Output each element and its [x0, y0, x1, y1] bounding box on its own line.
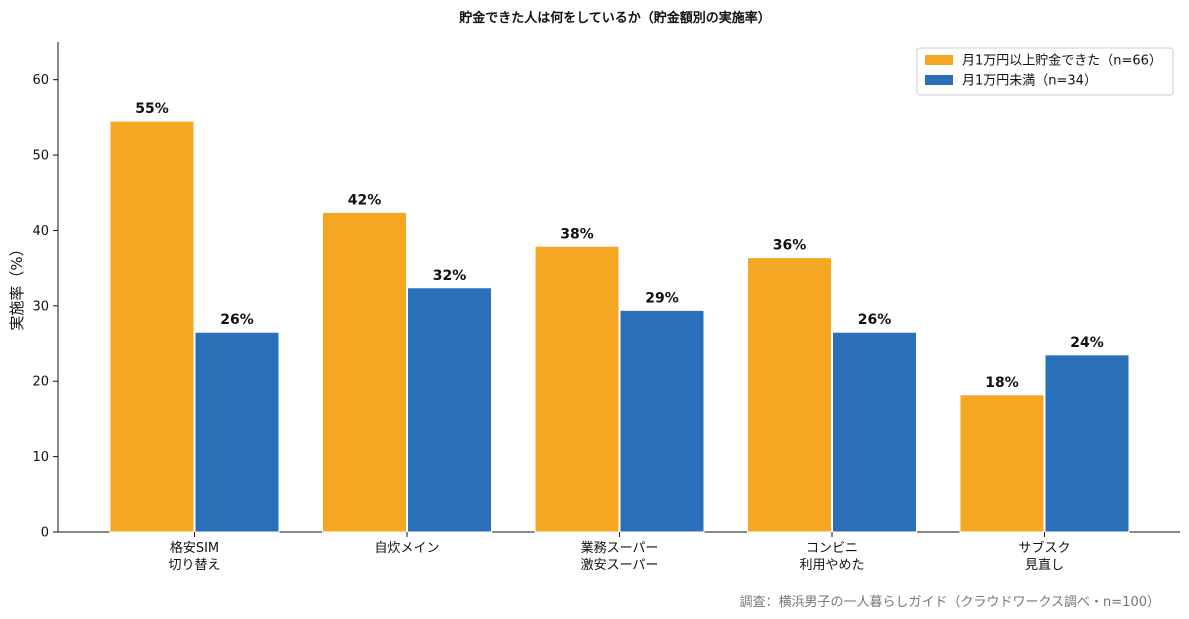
y-tick-label: 0	[41, 526, 49, 541]
legend: 月1万円以上貯金できた（n=66） 月1万円未満（n=34）	[916, 47, 1174, 96]
data-label: 42%	[348, 192, 382, 208]
y-axis-label: 実施率（%）	[8, 241, 26, 330]
bar-series2	[619, 309, 705, 533]
bar-series2	[407, 287, 492, 533]
y-tick-label: 10	[32, 450, 49, 465]
data-label: 24%	[1070, 335, 1104, 351]
x-tick-label: 利用やめた	[799, 558, 864, 573]
data-label: 55%	[135, 101, 169, 117]
data-label: 26%	[858, 312, 892, 328]
data-label: 29%	[645, 290, 679, 306]
legend-label: 月1万円未満（n=34）	[962, 74, 1097, 89]
x-tick-label: 自炊メイン	[374, 541, 439, 556]
bar-series1	[322, 211, 407, 533]
legend-swatch	[925, 55, 953, 65]
source-note: 調査：横浜男子の一人暮らしガイド（クラウドワークス調べ・n=100）	[739, 595, 1160, 610]
bar-series1	[109, 120, 195, 533]
legend-label: 月1万円以上貯金できた（n=66）	[962, 53, 1162, 69]
y-tick-label: 50	[32, 149, 49, 164]
x-tick-label: 業務スーパー	[581, 540, 659, 556]
bar-series2	[1044, 354, 1130, 533]
x-tick-label: 見直し	[1025, 558, 1064, 573]
x-tick-label: 切り替え	[168, 558, 220, 573]
data-label: 32%	[433, 268, 467, 284]
y-tick-label: 60	[32, 73, 49, 88]
x-tick-label: 格安SIM	[170, 540, 219, 556]
legend-frame	[916, 47, 1174, 96]
y-tick-label: 20	[32, 375, 49, 390]
x-tick-label: コンビニ	[806, 541, 858, 556]
bar-series2	[832, 331, 917, 533]
bar-series1	[747, 257, 832, 533]
bar-series1	[534, 245, 620, 533]
data-label: 36%	[773, 238, 807, 254]
legend-swatch	[925, 75, 953, 85]
bar-series2	[194, 331, 280, 533]
bar-series1	[959, 394, 1045, 533]
chart-title: 貯金できた人は何をしているか（貯金額別の実施率）	[459, 10, 771, 26]
data-label: 18%	[985, 375, 1019, 391]
data-label: 26%	[220, 312, 254, 328]
plot-area: 0 10 20 30 40 50 60 55% 26% 格安SIM 切り替え 42% 32% 自炊メイン 3…	[32, 42, 1180, 573]
y-tick-label: 30	[32, 299, 49, 314]
data-label: 38%	[560, 226, 594, 242]
y-tick-label: 40	[32, 224, 49, 239]
x-tick-label: サブスク	[1018, 540, 1070, 556]
x-tick-label: 激安スーパー	[581, 558, 659, 573]
